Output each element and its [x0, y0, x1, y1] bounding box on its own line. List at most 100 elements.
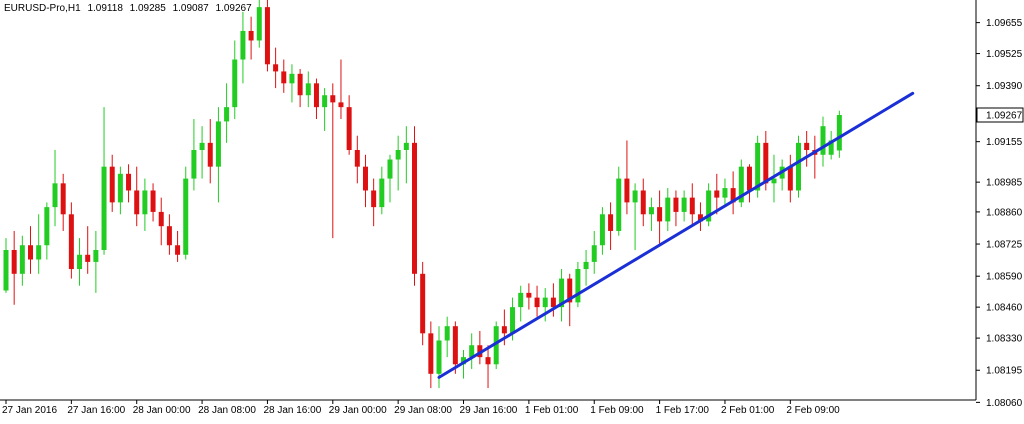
candle-body — [828, 140, 834, 155]
candle — [305, 71, 311, 108]
candle — [68, 202, 74, 279]
candle — [575, 261, 581, 308]
candle — [689, 183, 695, 227]
candle — [591, 230, 597, 274]
y-tick-label: 1.08060 — [986, 398, 1023, 409]
candle — [542, 288, 548, 322]
candle — [632, 183, 638, 250]
candle-body — [142, 190, 148, 215]
x-tick-label: 27 Jan 2016 — [2, 405, 57, 416]
candle-body — [346, 107, 352, 150]
candle-body — [166, 226, 172, 246]
candle-body — [330, 95, 336, 103]
candle — [746, 164, 752, 203]
candle-body — [362, 166, 368, 191]
candle — [191, 119, 197, 191]
candle — [559, 269, 565, 322]
candle — [787, 154, 793, 203]
candle — [534, 285, 540, 317]
candle-body — [126, 173, 132, 191]
candle — [3, 238, 9, 293]
candle — [207, 119, 213, 184]
current-price-label: 1.09267 — [986, 111, 1023, 122]
x-tick-label: 1 Feb 01:00 — [525, 405, 579, 416]
candle-body — [689, 197, 695, 215]
candle-body — [444, 326, 450, 341]
candle — [395, 135, 401, 191]
candle-body — [60, 183, 66, 215]
candle-body — [224, 107, 230, 122]
candle — [681, 190, 687, 222]
x-tick-label: 28 Jan 08:00 — [198, 405, 256, 416]
candle-body — [134, 190, 140, 215]
candle-body — [232, 59, 238, 108]
candle — [697, 202, 703, 231]
candle — [117, 166, 123, 215]
symbol-label: EURUSD-Pro,H1 — [4, 3, 81, 14]
candle-body — [191, 150, 197, 179]
candle-body — [583, 261, 589, 270]
candle-body — [501, 326, 507, 334]
candle — [354, 135, 360, 184]
candle — [820, 116, 826, 167]
candle — [346, 95, 352, 155]
candle — [264, 0, 270, 72]
y-tick-label: 1.08985 — [986, 178, 1023, 189]
candle — [142, 178, 148, 231]
candle — [134, 166, 140, 227]
candle-body — [264, 7, 270, 65]
candle-body — [117, 173, 123, 203]
candle-body — [820, 126, 826, 155]
candle — [28, 226, 34, 274]
candle — [469, 333, 475, 370]
high-value: 1.09285 — [129, 3, 166, 14]
candle-body — [338, 102, 344, 108]
candle-body — [714, 190, 720, 198]
candle-body — [591, 245, 597, 262]
candle-body — [493, 326, 499, 365]
candle-body — [526, 292, 532, 298]
candle-body — [550, 297, 556, 308]
candle — [289, 64, 295, 103]
candle-body — [273, 64, 279, 72]
candle-body — [256, 7, 262, 41]
candle — [648, 197, 654, 231]
candle — [616, 166, 622, 236]
candle-body — [657, 207, 663, 222]
candle-body — [436, 340, 442, 374]
y-tick-label: 1.08330 — [986, 334, 1023, 345]
candle — [730, 171, 736, 215]
candle-body — [36, 245, 42, 260]
candle-body — [673, 197, 679, 212]
candle-body — [354, 150, 360, 167]
candle-body — [730, 188, 736, 203]
candle-body — [207, 142, 213, 167]
candle-body — [804, 142, 810, 150]
chart-title: EURUSD-Pro,H1 1.09118 1.09285 1.09087 1.… — [4, 3, 256, 14]
candle-body — [175, 245, 181, 255]
candle-body — [567, 278, 573, 303]
candle-body — [616, 178, 622, 231]
candle-body — [534, 297, 540, 308]
candle — [428, 321, 434, 389]
candle — [452, 321, 458, 374]
candle-body — [763, 142, 769, 184]
y-tick-label: 1.09155 — [986, 137, 1023, 148]
candle — [109, 154, 115, 212]
candle-body — [738, 166, 744, 203]
candle — [77, 238, 83, 286]
y-tick-label: 1.08590 — [986, 272, 1023, 283]
candle-body — [681, 197, 687, 212]
candle — [804, 130, 810, 167]
candle — [738, 159, 744, 208]
candle — [273, 47, 279, 89]
candle-body — [77, 254, 83, 270]
candle — [313, 78, 319, 120]
candle — [526, 283, 532, 310]
candle — [362, 154, 368, 208]
candle-body — [387, 159, 393, 179]
candle — [779, 159, 785, 191]
candle — [583, 250, 589, 286]
